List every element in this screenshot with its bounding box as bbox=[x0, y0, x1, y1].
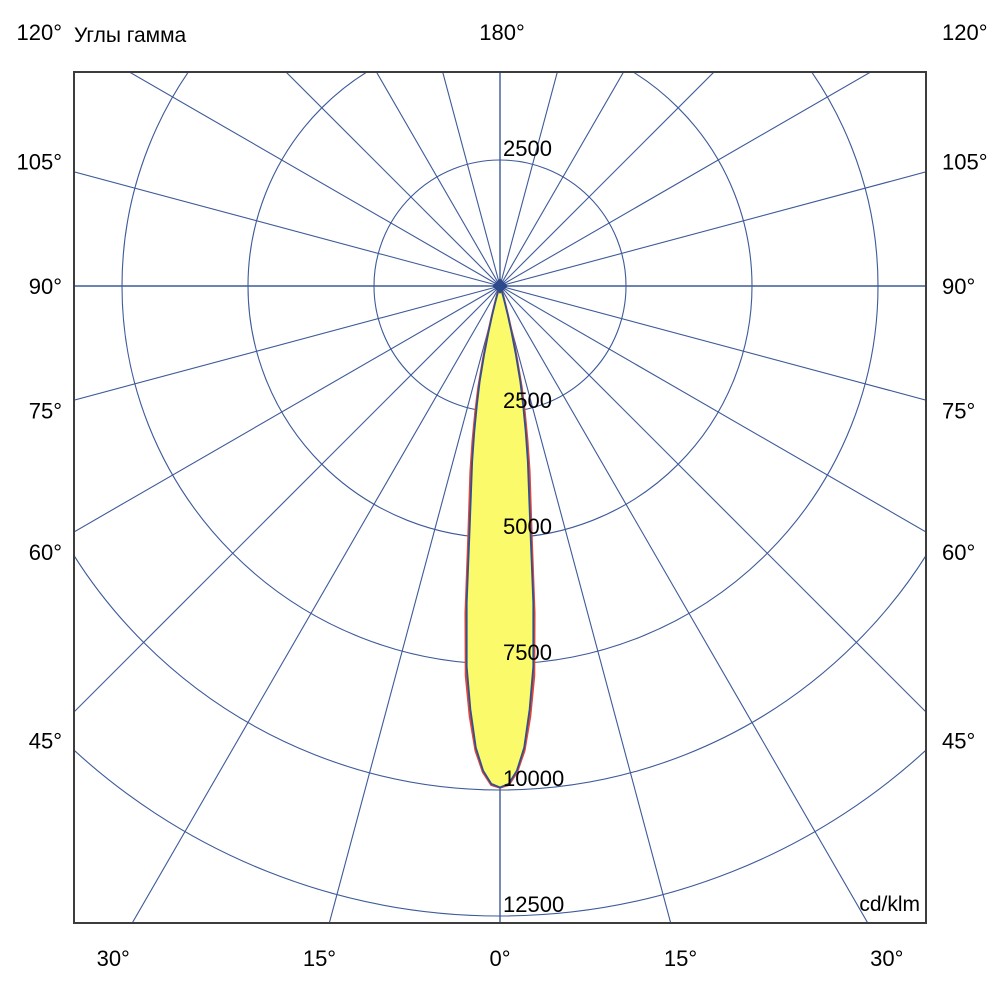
gamma-label-left-45: 45° bbox=[29, 728, 62, 753]
gamma-label-left-75: 75° bbox=[29, 398, 62, 423]
gamma-label-left-105: 105° bbox=[16, 150, 62, 175]
intensity-tick-2500: 2500 bbox=[503, 388, 552, 413]
center-marker-diamond bbox=[492, 278, 508, 294]
intensity-tick-5000: 5000 bbox=[503, 514, 552, 539]
angle-label-bottom-15deg-left: 15° bbox=[303, 946, 336, 971]
angle-ray-150 bbox=[499, 72, 625, 287]
diagram-title: Углы гамма bbox=[74, 24, 187, 47]
angle-ray-195 bbox=[442, 72, 501, 287]
unit-label: cd/klm bbox=[859, 893, 920, 916]
intensity-tick-7500: 7500 bbox=[503, 640, 552, 665]
angle-ray-135 bbox=[499, 72, 715, 287]
angle-ray-345 bbox=[328, 285, 501, 923]
gamma-label-right-60: 60° bbox=[942, 540, 975, 565]
angle-ray-15 bbox=[499, 285, 672, 923]
angle-ray-315 bbox=[74, 285, 501, 713]
gamma-label-right-75: 75° bbox=[942, 398, 975, 423]
intensity-tick-10000: 10000 bbox=[503, 766, 564, 791]
angle-ray-225 bbox=[285, 72, 501, 287]
angle-ray-300 bbox=[74, 285, 501, 533]
gamma-label-top-180: 180° bbox=[479, 20, 525, 45]
angle-label-bottom-0deg: 0° bbox=[489, 946, 510, 971]
angle-ray-105 bbox=[499, 171, 926, 287]
intensity-tick-above-2500: 2500 bbox=[503, 136, 552, 161]
gamma-label-left-90: 90° bbox=[29, 274, 62, 299]
gamma-label-left-120: 120° bbox=[16, 20, 62, 45]
angle-label-bottom-30deg: 30° bbox=[870, 946, 903, 971]
angle-ray-255 bbox=[74, 171, 501, 287]
angle-ray-120 bbox=[499, 72, 872, 287]
beam-lobe bbox=[464, 284, 536, 789]
gamma-label-right-105: 105° bbox=[942, 150, 988, 175]
angle-label-bottom-30deg-left: 30° bbox=[97, 946, 130, 971]
beam-fill bbox=[466, 286, 534, 788]
angle-ray-30 bbox=[499, 285, 869, 923]
gamma-label-right-120: 120° bbox=[942, 20, 988, 45]
angle-ray-75 bbox=[499, 285, 926, 401]
beam-curve-c90-c270 bbox=[465, 285, 535, 789]
angle-ray-60 bbox=[499, 285, 926, 533]
angle-ray-285 bbox=[74, 285, 501, 401]
angle-ray-330 bbox=[131, 285, 501, 923]
angle-label-bottom-15deg: 15° bbox=[664, 946, 697, 971]
angle-ray-210 bbox=[375, 72, 501, 287]
intensity-tick-12500: 12500 bbox=[503, 892, 564, 917]
axis-labels: 120° 120° 105° 105° 90° 90° 75° 75° 60° 60° 45° 45°… bbox=[16, 20, 987, 971]
gamma-label-right-45: 45° bbox=[942, 728, 975, 753]
angle-ray-240 bbox=[128, 72, 501, 287]
angle-ray-45 bbox=[499, 285, 926, 713]
gamma-label-right-90: 90° bbox=[942, 274, 975, 299]
plot-frame bbox=[73, 71, 927, 924]
angle-ray-165 bbox=[499, 72, 558, 287]
gamma-label-left-60: 60° bbox=[29, 540, 62, 565]
